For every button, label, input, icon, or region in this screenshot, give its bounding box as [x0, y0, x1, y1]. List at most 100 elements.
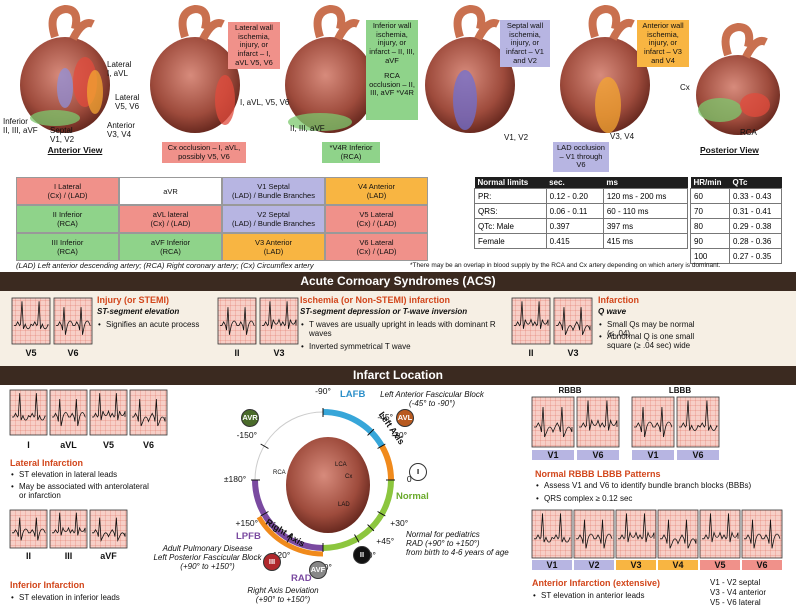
axis-arc — [379, 444, 394, 481]
cell: 60 - 110 ms — [602, 203, 689, 219]
lead-label: V6 — [142, 440, 154, 450]
region-label: Cx — [680, 83, 690, 92]
lead-label: V2 — [574, 560, 614, 571]
lpfb: LPFB — [236, 531, 261, 542]
ecg-trace — [634, 406, 673, 438]
section-subtitle: Q wave — [598, 307, 627, 316]
ecg-grid — [259, 297, 299, 345]
lead-label: V3 — [567, 348, 579, 358]
ecg-grid — [511, 297, 551, 345]
section-title: Inferior Infarction — [10, 580, 85, 590]
region — [215, 75, 235, 125]
ecg-trace — [744, 519, 781, 549]
header-cell: HR/min — [690, 177, 730, 189]
axis-tick — [367, 524, 375, 532]
footnote: (LAD) Left anterior descending artery; (… — [16, 261, 314, 270]
ecg-grid — [217, 297, 257, 345]
lead-label: II — [234, 348, 240, 358]
heart — [696, 55, 780, 135]
axis-tick — [286, 534, 292, 543]
angle-label: +45° — [376, 536, 395, 547]
lead-label: aVL — [60, 440, 77, 450]
axis-tick — [377, 443, 386, 449]
cell: 100 — [689, 248, 731, 264]
bullet: Assess V1 and V6 to identify bundle bran… — [535, 481, 784, 490]
region-label: RCA — [740, 128, 757, 137]
bullet: ST elevation in lateral leads — [10, 470, 179, 479]
ecg-trace — [514, 301, 549, 329]
ecg-grid — [129, 389, 168, 436]
lead-label: V5 — [700, 560, 740, 571]
cell: 0.28 - 0.36 — [729, 233, 782, 249]
ecg-trace — [660, 519, 697, 549]
angle-label: -90° — [315, 386, 331, 396]
ecg-grid — [699, 509, 741, 559]
lead-label: V6 — [677, 450, 719, 461]
lead-circle: AVR — [241, 409, 259, 427]
ecg-trace — [14, 301, 49, 330]
region — [740, 93, 770, 117]
region-label: Anterior V3, V4 — [107, 121, 136, 140]
section-title: Infarction — [598, 295, 640, 305]
region — [453, 70, 477, 130]
ecg-grid — [9, 509, 48, 549]
section-subtitle: ST-segment depression or T-wave inversio… — [300, 307, 468, 316]
lead-label: II — [25, 551, 31, 561]
banner: Acute Cornoary Syndromes (ACS) — [0, 272, 796, 291]
ecg-trace — [132, 398, 166, 427]
region-label: Lateral I, aVL — [107, 60, 132, 79]
vessels — [178, 4, 225, 41]
header-cell: Normal limits — [474, 177, 547, 189]
lead-cell: aVR — [119, 177, 222, 205]
table: HR/min QTc 60 0.33 - 0.43 70 0.31 - 0.41 80 0.2… — [689, 177, 782, 264]
ecg-grid — [657, 509, 699, 559]
vessels — [313, 4, 360, 41]
footnote: *There may be an overlap in blood supply… — [410, 262, 721, 269]
lead-label: III — [64, 551, 73, 561]
cell: 415 ms — [602, 233, 689, 249]
ecg-grid — [49, 509, 88, 549]
occlusion-box: LAD occlusion – V1 through V6 — [553, 142, 609, 172]
normal: Normal — [396, 491, 429, 502]
section-title: Lateral Infarction — [10, 458, 84, 468]
axis-arc — [322, 409, 385, 448]
axis-tick — [260, 443, 269, 449]
ecg-trace — [579, 400, 618, 431]
axis-tick — [354, 534, 360, 543]
bullet: May be associated with anterolateral or … — [10, 482, 149, 500]
ecg-grid — [615, 509, 657, 559]
angle-label: -150° — [236, 430, 257, 440]
header-cell: QTc — [729, 177, 782, 189]
heart — [285, 37, 375, 133]
cell: 80 — [689, 218, 731, 234]
region — [595, 77, 621, 133]
axis-tick — [377, 511, 386, 517]
angle-label: +120° — [267, 550, 291, 561]
wall-box: Anterior wall ischemia, injury, or infar… — [637, 20, 689, 68]
cell: PR: — [474, 188, 547, 204]
cell: 0.27 - 0.35 — [729, 248, 782, 264]
cell: 0.12 - 0.20 — [545, 188, 604, 204]
region-label: V1, V2 — [504, 133, 529, 142]
cell: 70 — [689, 203, 731, 219]
bullet: ST elevation in anterior leads — [532, 591, 711, 600]
lead-label: V6 — [577, 450, 619, 461]
ecg-trace — [262, 301, 297, 329]
bullet: ST elevation in inferior leads — [10, 593, 189, 602]
cell: 90 — [689, 233, 731, 249]
cell: 0.33 - 0.43 — [729, 188, 782, 204]
lead-label: aVF — [100, 551, 117, 561]
ecg-trace — [556, 307, 591, 335]
region — [87, 70, 103, 114]
axis-tick — [367, 428, 375, 436]
vessels — [588, 4, 635, 41]
lead-label: V1 — [532, 560, 572, 571]
region-label: Inferior II, III, aVF — [3, 117, 38, 136]
region — [698, 98, 742, 122]
lead-circle: III — [263, 553, 281, 571]
ecg-trace — [92, 393, 126, 421]
wall-box: Septal wall ischemia, injury, or infarct… — [500, 20, 550, 68]
wall-box: RCA occlusion – II, III, aVF *V4R — [366, 70, 418, 100]
note: Left Anterior Fascicular Block (-45° to … — [380, 390, 484, 409]
